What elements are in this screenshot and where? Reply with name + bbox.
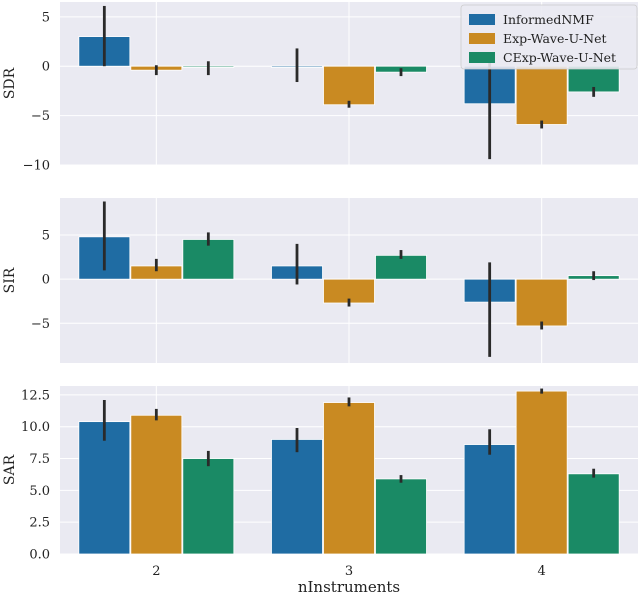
sir-bar-exp-wave-u-net [515, 278, 568, 327]
sar-ytick-label: 2.5 [29, 516, 50, 531]
sar-xtick-label: 4 [538, 564, 546, 579]
sar-ytick-label: 7.5 [29, 452, 50, 467]
legend-box [460, 4, 638, 70]
sdr-ytick-label: 5 [42, 10, 50, 25]
legend-swatch [469, 52, 495, 63]
sdr-ytick-label: 0 [42, 60, 50, 75]
sar-bar-exp-wave-u-net [323, 402, 375, 555]
sdr-bar-exp-wave-u-net [515, 65, 568, 125]
sar-ylabel: SAR [2, 454, 18, 485]
sar-xtick-label: 3 [345, 564, 353, 579]
sar-bar-cexp-wave-u-net [182, 458, 235, 555]
sar-bar-informednmf [463, 444, 516, 555]
sar-ytick-label: 0.0 [29, 548, 50, 563]
sir-ytick-label: −5 [31, 317, 50, 332]
sar-bar-cexp-wave-u-net [375, 478, 427, 555]
sir-ytick-label: 5 [42, 229, 50, 244]
x-axis-label: nInstruments [298, 578, 400, 595]
legend-label: InformedNMF [503, 12, 594, 27]
legend-swatch [469, 33, 495, 44]
legend-swatch [469, 14, 495, 25]
sdr-ylabel: SDR [2, 67, 18, 99]
sir-bar-cexp-wave-u-net [375, 254, 427, 280]
sar-bar-informednmf [78, 421, 131, 555]
sar-xtick-label: 2 [152, 564, 160, 579]
sar-ytick-label: 12.5 [21, 388, 50, 403]
sar-bar-exp-wave-u-net [130, 414, 183, 555]
legend-label: CExp-Wave-U-Net [503, 50, 616, 65]
sir-ylabel: SIR [2, 267, 18, 293]
sir-ytick-label: 0 [42, 273, 50, 288]
sar-bar-informednmf [271, 439, 323, 555]
sdr-ytick-label: −10 [23, 159, 50, 174]
sdr-bar-exp-wave-u-net [323, 65, 375, 106]
sar-ytick-label: 5.0 [29, 484, 50, 499]
sdr-ytick-label: −5 [31, 109, 50, 124]
sar-ytick-label: 10.0 [21, 420, 50, 435]
legend-label: Exp-Wave-U-Net [503, 31, 607, 46]
sar-bar-exp-wave-u-net [515, 390, 568, 555]
sar-bar-cexp-wave-u-net [567, 473, 620, 555]
